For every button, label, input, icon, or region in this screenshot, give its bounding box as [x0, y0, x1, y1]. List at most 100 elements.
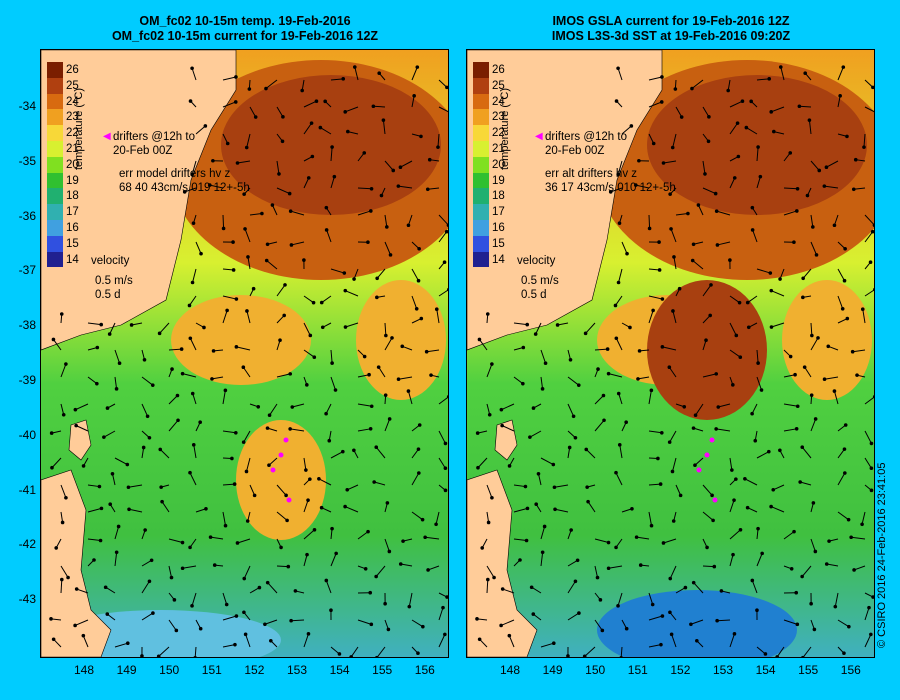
drifters-legend: ◀ drifters @12h to 20-Feb 00Z	[103, 131, 195, 157]
current-arrow	[374, 481, 386, 486]
y-tick-label: -35	[18, 153, 36, 168]
current-arrow	[276, 106, 284, 118]
tasmania-landmass	[41, 469, 112, 657]
current-arrow	[375, 565, 386, 577]
current-arrow	[244, 228, 251, 243]
current-arrow	[182, 373, 197, 378]
current-arrow	[438, 214, 448, 226]
drifter-marker	[704, 452, 710, 458]
colorbar-swatch	[473, 219, 489, 236]
current-arrow	[729, 554, 734, 567]
current-arrow	[184, 187, 197, 193]
colorbar-swatch	[47, 62, 63, 78]
colorbar-label: 23	[66, 111, 79, 124]
current-arrow	[320, 127, 332, 135]
colorbar-label: 22	[66, 127, 79, 140]
drifter-marker	[283, 437, 289, 443]
current-arrow	[729, 295, 740, 304]
current-arrow	[594, 538, 609, 544]
current-arrow	[837, 95, 841, 108]
current-arrow	[321, 295, 332, 303]
colorbar-label: 16	[492, 222, 505, 234]
current-arrow	[810, 214, 814, 228]
current-arrow	[864, 396, 874, 405]
current-arrow	[357, 403, 372, 407]
velocity-scale: 0.5 m/s 0.5 d	[95, 275, 133, 301]
eddy	[647, 280, 767, 420]
drifter-marker	[286, 497, 292, 503]
current-arrow	[693, 582, 704, 594]
left-map-panel[interactable]: temperature (°C) ◀ drifters @12h to 20-Fe…	[40, 49, 449, 658]
eddy	[171, 295, 311, 385]
current-arrow	[141, 581, 150, 594]
colorbar-label: 14	[66, 253, 79, 266]
current-arrow	[344, 506, 359, 513]
current-arrow	[670, 228, 677, 243]
current-arrow	[648, 310, 654, 324]
current-arrow	[756, 176, 761, 189]
current-arrow	[87, 376, 98, 385]
current-arrow	[585, 449, 596, 459]
current-arrow	[672, 133, 677, 148]
current-arrow	[411, 268, 419, 281]
current-arrow	[267, 582, 278, 594]
current-arrow	[479, 339, 488, 351]
x-tick-label: 156	[840, 663, 861, 677]
current-arrow	[783, 187, 798, 190]
right-map-panel[interactable]: temperature (°C) ◀ drifters @12h to 20-Fe…	[466, 49, 875, 658]
current-arrow	[376, 646, 386, 657]
current-arrow	[508, 635, 515, 648]
current-arrow	[276, 160, 280, 174]
current-arrow	[291, 619, 305, 622]
current-arrow	[60, 363, 67, 378]
colorbar-label: 17	[66, 206, 79, 219]
current-arrow	[587, 501, 596, 513]
colorbar-label: 21	[492, 143, 505, 155]
current-arrow	[648, 511, 653, 526]
current-arrow	[247, 256, 251, 270]
colorbar-swatch	[473, 156, 489, 173]
current-arrow	[779, 268, 785, 280]
current-arrow	[105, 586, 116, 594]
current-arrow	[330, 176, 335, 189]
current-arrow	[694, 457, 704, 466]
right-panel-title: IMOS GSLA current for 19-Feb-2016 12Z IM…	[466, 14, 876, 44]
current-arrow	[702, 106, 710, 118]
current-arrow	[265, 79, 278, 89]
current-arrow	[189, 295, 197, 306]
current-arrow	[615, 338, 623, 351]
current-arrow	[668, 366, 677, 378]
current-arrow	[330, 451, 344, 459]
current-arrow	[191, 160, 197, 175]
current-arrow	[60, 403, 65, 415]
colorbar-label: 20	[66, 158, 79, 171]
current-arrow	[802, 646, 812, 657]
current-arrow	[426, 349, 440, 353]
colorbar-swatch	[47, 93, 63, 110]
current-arrow	[384, 418, 391, 432]
current-arrow	[114, 376, 118, 389]
current-arrow	[771, 106, 785, 113]
current-arrow	[303, 554, 308, 567]
current-arrow	[237, 160, 251, 164]
tasmania-landmass	[467, 469, 538, 657]
current-arrow	[675, 484, 682, 496]
current-arrow	[729, 100, 743, 108]
current-arrow	[540, 526, 546, 540]
current-arrow	[249, 212, 262, 216]
current-arrow	[513, 507, 528, 513]
current-arrow	[222, 76, 237, 81]
current-arrow	[87, 484, 100, 488]
current-arrow	[168, 419, 179, 432]
current-arrow	[222, 295, 237, 300]
current-arrow	[189, 472, 197, 486]
current-arrow	[303, 633, 309, 648]
left-title-line1: OM_fc02 10-15m temp. 19-Feb-2016	[139, 14, 351, 28]
colorbar-swatch	[47, 109, 63, 126]
current-arrow	[222, 644, 236, 648]
current-arrow	[610, 187, 623, 193]
current-arrow	[303, 100, 317, 108]
current-arrow	[744, 478, 758, 486]
current-arrow	[617, 160, 623, 175]
current-arrow	[501, 425, 515, 432]
